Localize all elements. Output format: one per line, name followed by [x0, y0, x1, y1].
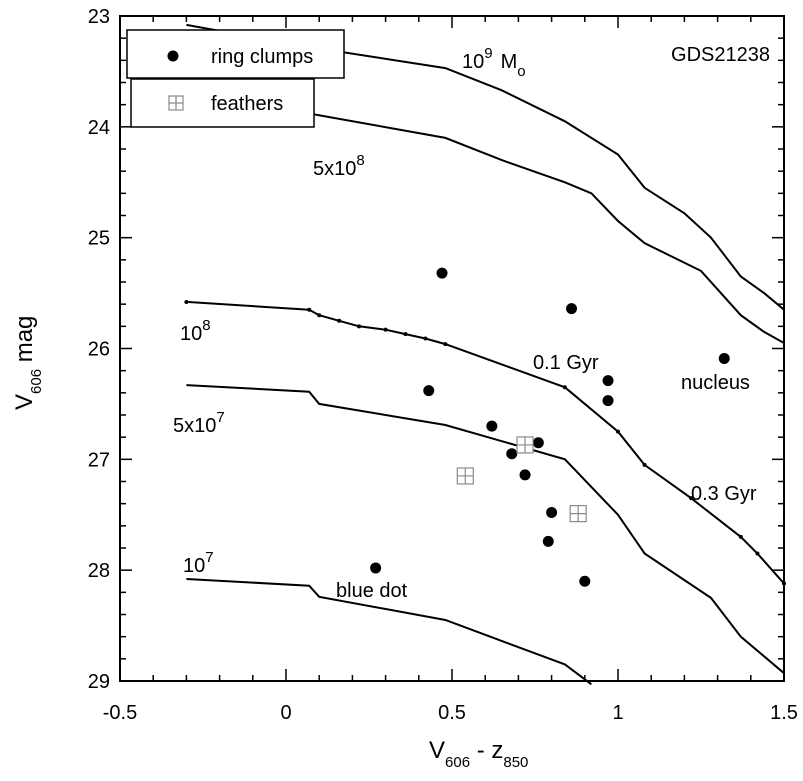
y-tick-label: 23	[88, 6, 110, 28]
ring-clump-point	[423, 385, 435, 397]
x-tick-label: -0.5	[103, 702, 137, 724]
model-tracks	[184, 23, 786, 686]
annotation-blue-dot: blue dot	[336, 580, 408, 602]
axis-ticks	[119, 15, 785, 682]
model-track-marker	[184, 299, 189, 304]
ring-clump-point	[519, 469, 531, 481]
feather-point	[569, 505, 587, 523]
legend-marker-feathers	[168, 95, 184, 111]
model-track-line	[186, 97, 785, 344]
annotation-mass-5e7: 5x107	[173, 409, 225, 437]
chart-title: GDS21238	[671, 44, 770, 66]
ring-clump-point	[370, 562, 382, 574]
model-track-marker	[423, 336, 428, 341]
legend: ring clumps feathers	[126, 29, 345, 128]
x-tick-label: 0	[280, 702, 291, 724]
annotation-nucleus: nucleus	[681, 372, 750, 394]
data-points	[370, 267, 730, 587]
y-tick-label: 25	[88, 228, 110, 250]
ring-clump-point	[546, 507, 558, 519]
model-track-line	[186, 300, 785, 585]
model-track-marker	[317, 313, 322, 318]
ring-clump-point	[602, 395, 614, 407]
annotation-age-0-1-gyr: 0.1 Gyr	[533, 352, 599, 374]
y-tick-label: 27	[88, 449, 110, 471]
ring-clump-point	[506, 448, 518, 460]
ring-clump-point	[566, 303, 578, 315]
model-track-marker	[755, 551, 760, 556]
model-track-marker	[357, 324, 362, 329]
model-track-marker	[307, 307, 312, 312]
ring-clump-point	[436, 267, 448, 279]
y-axis-title: V606 mag	[11, 316, 45, 410]
y-tick-label: 28	[88, 560, 110, 582]
model-track-marker	[738, 534, 743, 539]
y-tick-labels: 23 24 25 26 27 28 29	[88, 6, 110, 693]
model-track-marker	[403, 332, 408, 337]
annotation-age-0-3-gyr: 0.3 Gyr	[691, 483, 757, 505]
feather-point	[456, 467, 474, 485]
x-tick-label: 1	[612, 702, 623, 724]
legend-box-ring-clumps	[126, 29, 345, 79]
y-tick-label: 24	[88, 117, 110, 139]
ring-clump-point	[718, 352, 730, 364]
x-tick-labels: -0.5 0 0.5 1 1.5	[103, 702, 798, 724]
annotation-mass-1e8: 108	[180, 317, 211, 345]
x-tick-label: 1.5	[770, 702, 798, 724]
ring-clump-point	[602, 375, 614, 387]
x-tick-label: 0.5	[438, 702, 466, 724]
annotation-mass-1e7: 107	[183, 549, 214, 577]
feather-point	[516, 436, 534, 454]
model-track-marker	[337, 318, 342, 323]
legend-label-feathers: feathers	[211, 93, 283, 115]
x-axis-title: V606 - z850	[429, 737, 528, 771]
annotation-mass-5e8: 5x108	[313, 152, 365, 180]
legend-box-feathers	[130, 78, 315, 128]
model-track-marker	[443, 342, 448, 347]
ring-clump-point	[532, 437, 544, 449]
model-track-marker	[616, 429, 620, 434]
legend-label-ring-clumps: ring clumps	[211, 46, 313, 68]
model-track-line	[186, 578, 593, 686]
legend-marker-ring-clumps	[167, 50, 179, 62]
y-tick-label: 26	[88, 339, 110, 361]
model-track-line	[186, 23, 785, 311]
model-track-marker	[383, 327, 388, 332]
ring-clump-point	[486, 420, 498, 432]
model-track-marker	[689, 496, 694, 501]
model-track-marker	[562, 385, 567, 390]
model-track-line	[186, 384, 785, 674]
ring-clump-point	[542, 535, 554, 547]
model-track-marker	[782, 581, 786, 586]
y-tick-label: 29	[88, 671, 110, 693]
annotation-mass-1e9: 109 Mo	[462, 45, 526, 80]
ring-clump-point	[579, 575, 591, 587]
model-track-marker	[642, 462, 647, 467]
